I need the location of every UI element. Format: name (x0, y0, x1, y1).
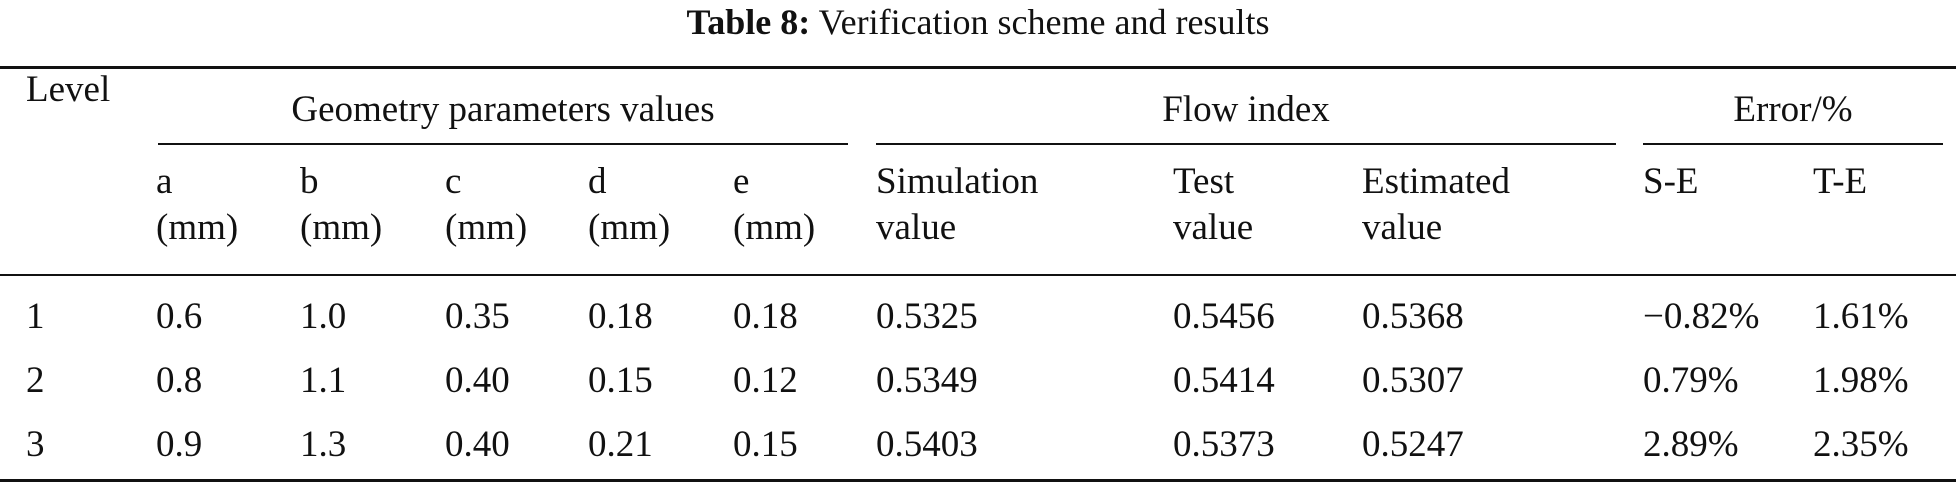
row3-simulation: 0.5403 (876, 424, 978, 465)
row1-c: 0.35 (445, 296, 510, 337)
row2-e: 0.12 (733, 360, 798, 401)
col-header-c-unit: (mm) (445, 207, 528, 248)
row3-s-e: 2.89% (1643, 424, 1739, 465)
row1-b: 1.0 (300, 296, 347, 337)
row3-e: 0.15 (733, 424, 798, 465)
col-header-d-unit: (mm) (588, 207, 671, 248)
col-header-simulation-unit: value (876, 207, 957, 248)
row3-a: 0.9 (156, 424, 203, 465)
error-group-header: Error/% (1733, 89, 1853, 130)
flow-group-rule (876, 143, 1616, 145)
row1-simulation: 0.5325 (876, 296, 978, 337)
row1-test: 0.5456 (1173, 296, 1275, 337)
row3-test: 0.5373 (1173, 424, 1275, 465)
row2-s-e: 0.79% (1643, 360, 1739, 401)
table-caption: Table 8: Verification scheme and results (0, 0, 1956, 44)
row3-t-e: 2.35% (1813, 424, 1909, 465)
row2-a: 0.8 (156, 360, 203, 401)
row2-simulation: 0.5349 (876, 360, 978, 401)
level-header: Level (26, 69, 111, 110)
row1-d: 0.18 (588, 296, 653, 337)
col-header-s-e: S-E (1643, 161, 1699, 202)
table-caption-label: Table 8: (686, 2, 811, 42)
row2-c: 0.40 (445, 360, 510, 401)
col-header-a: a (156, 161, 173, 202)
top-rule (0, 66, 1956, 69)
col-header-test-unit: value (1173, 207, 1254, 248)
col-header-d: d (588, 161, 607, 202)
col-header-estimated: Estimated (1362, 161, 1510, 202)
col-header-b-unit: (mm) (300, 207, 383, 248)
row3-estimated: 0.5247 (1362, 424, 1464, 465)
row3-c: 0.40 (445, 424, 510, 465)
row1-t-e: 1.61% (1813, 296, 1909, 337)
row2-d: 0.15 (588, 360, 653, 401)
row1-e: 0.18 (733, 296, 798, 337)
bottom-rule (0, 479, 1956, 482)
row3-d: 0.21 (588, 424, 653, 465)
col-header-e-unit: (mm) (733, 207, 816, 248)
col-header-b: b (300, 161, 319, 202)
row1-s-e: −0.82% (1643, 296, 1760, 337)
col-header-simulation: Simulation (876, 161, 1039, 202)
col-header-test: Test (1173, 161, 1235, 202)
row2-level: 2 (26, 360, 45, 401)
row1-a: 0.6 (156, 296, 203, 337)
col-header-a-unit: (mm) (156, 207, 239, 248)
col-header-t-e: T-E (1813, 161, 1868, 202)
table-caption-text: Verification scheme and results (818, 2, 1270, 42)
header-rule (0, 274, 1956, 276)
row2-t-e: 1.98% (1813, 360, 1909, 401)
row3-level: 3 (26, 424, 45, 465)
row2-b: 1.1 (300, 360, 347, 401)
row2-estimated: 0.5307 (1362, 360, 1464, 401)
col-header-e: e (733, 161, 750, 202)
flow-group-header: Flow index (1162, 89, 1330, 130)
row2-test: 0.5414 (1173, 360, 1275, 401)
geometry-group-header: Geometry parameters values (291, 89, 715, 130)
col-header-c: c (445, 161, 462, 202)
error-group-rule (1643, 143, 1943, 145)
row1-estimated: 0.5368 (1362, 296, 1464, 337)
row3-b: 1.3 (300, 424, 347, 465)
geometry-group-rule (158, 143, 848, 145)
row1-level: 1 (26, 296, 45, 337)
col-header-estimated-unit: value (1362, 207, 1443, 248)
